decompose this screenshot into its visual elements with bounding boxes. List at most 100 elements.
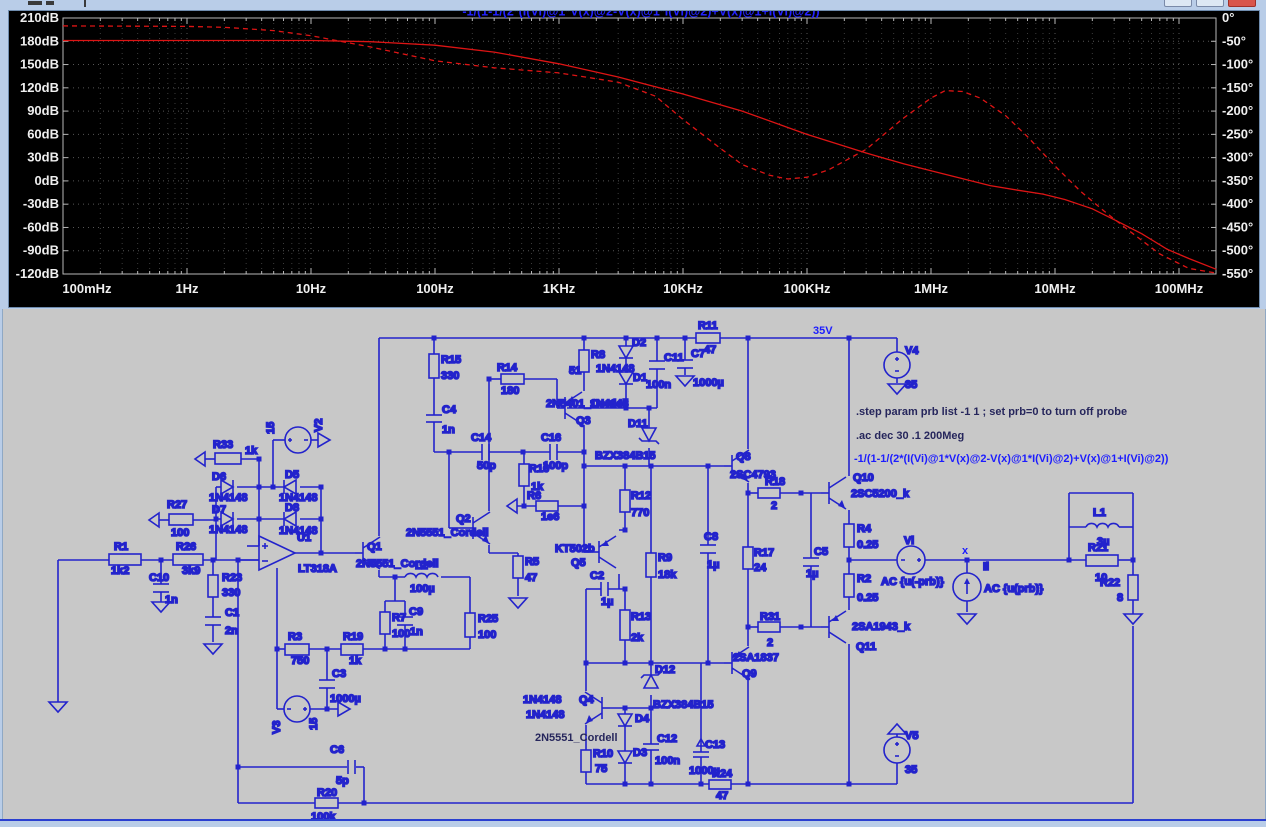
component-C4[interactable]: C4 1n	[426, 403, 458, 437]
component-Q10[interactable]: Q10 2SC5200_k	[821, 471, 911, 510]
probe-expression[interactable]: -1/(1-1/(2*(I(Vi)@1*V(x)@2-V(x)@1*I(Vi)@…	[854, 453, 1169, 465]
component-Vi-value: AC {u(-prb)}	[881, 576, 945, 588]
waveform-pane[interactable]: 210dB 180dB 150dB 120dB 90dB 60dB 30dB 0dB -30dB…	[8, 5, 1260, 308]
component-D6[interactable]: D6 1N4148	[208, 470, 248, 505]
component-R14[interactable]: R14 180	[496, 361, 525, 398]
component-C11[interactable]: C11 100n	[645, 351, 684, 392]
component-V5[interactable]: V5 35	[883, 729, 919, 777]
component-C1[interactable]: C1 2n	[205, 606, 240, 638]
component-C2[interactable]: C2 1µ	[589, 569, 614, 609]
component-Q4[interactable]: Q4	[578, 691, 610, 725]
component-C5[interactable]: C5 1µ	[803, 545, 829, 581]
component-R13[interactable]: R13 2k	[619, 609, 652, 645]
component-Q11[interactable]: Q11 2SA1943_k	[821, 610, 912, 654]
maximize-button[interactable]	[1196, 0, 1224, 7]
component-D4[interactable]: D4 1N4148	[522, 693, 651, 728]
component-R15-name: R15	[441, 354, 461, 366]
minimize-button[interactable]	[1164, 0, 1192, 7]
component-R6-name: R6	[527, 490, 541, 502]
component-C12[interactable]: C12 100n	[643, 732, 681, 768]
window-titlebar[interactable]	[0, 0, 1266, 10]
y-right-tick: -100°	[1222, 57, 1253, 72]
component-C14-name: C14	[471, 432, 492, 444]
component-C9[interactable]: C9 1n	[397, 605, 424, 639]
component-C8[interactable]: C8 1µ	[700, 530, 720, 572]
component-D8[interactable]: D8 1N4148	[278, 501, 318, 538]
component-D3[interactable]: D3 1N4148	[525, 708, 648, 765]
component-D1-value: 1N4148	[590, 398, 629, 410]
component-C16[interactable]: C16 100p	[540, 431, 569, 473]
net-label-35v[interactable]: 35V	[813, 325, 833, 337]
spice-directive-ac[interactable]: .ac dec 30 .1 200Meg	[856, 430, 964, 442]
component-D11[interactable]: D11 BZX384B15	[594, 417, 660, 463]
y-right-tick: -500°	[1222, 243, 1253, 258]
net-label-x[interactable]: x	[962, 545, 969, 557]
component-R21[interactable]: R21 10	[1085, 541, 1119, 585]
y-left-tick: 60dB	[27, 126, 59, 141]
component-Vi[interactable]: Vi AC {u(-prb)}	[880, 534, 945, 589]
component-V2[interactable]: V2 15	[264, 418, 326, 454]
component-Ii[interactable]: Ii AC {u(prb)}	[952, 560, 1045, 602]
close-button[interactable]	[1228, 0, 1256, 7]
component-R4[interactable]: R4 0.25	[843, 522, 879, 552]
y-left-tick: 30dB	[27, 150, 59, 165]
component-Q9[interactable]: Q9 2SA1837	[724, 646, 780, 681]
component-C3[interactable]: C3 1000µ	[319, 667, 362, 706]
component-R20[interactable]: R20 100k	[310, 786, 339, 824]
component-Q5[interactable]: Q5 KT502b	[554, 535, 617, 570]
component-R1[interactable]: R1 1k2	[108, 540, 142, 578]
component-V2-value: 15	[265, 422, 277, 434]
pane-divider	[0, 819, 1266, 827]
component-L1[interactable]: L1 3µ	[1085, 506, 1120, 549]
component-R19[interactable]: R19 1k	[340, 630, 364, 668]
component-D12[interactable]: D12 BZX384B15	[640, 663, 714, 712]
component-Q3[interactable]: Q3 2N5401_Cordell	[545, 391, 629, 428]
component-R27[interactable]: R27 100	[166, 498, 194, 540]
component-Q2[interactable]: Q2 2N5551_Cordell	[405, 511, 491, 545]
component-R18[interactable]: R18 2	[757, 475, 786, 513]
component-Q10-name: Q10	[853, 472, 874, 484]
component-R3[interactable]: R3 750	[284, 630, 310, 668]
component-C13[interactable]: C13 1000µ	[688, 737, 726, 778]
component-C6[interactable]: C6 5p	[329, 743, 356, 788]
component-R31[interactable]: R31 2	[757, 610, 781, 650]
component-R26[interactable]: R26 3k9	[172, 540, 204, 578]
spice-directive-step[interactable]: .step param prb list -1 1 ; set prb=0 to…	[856, 406, 1127, 418]
schematic-pane[interactable]: R1 1k2 C10 1n R26 3k9 R23 330 C1 2n R27 100 R33 1k D6 1…	[2, 309, 1266, 824]
component-R16-value: 1k	[531, 481, 544, 493]
component-D5[interactable]: D5 1N4148	[278, 468, 318, 505]
component-R8[interactable]: R8 51	[568, 348, 606, 378]
component-C7[interactable]: C7 1000µ	[677, 347, 725, 390]
component-C14[interactable]: C14 50p	[470, 431, 497, 473]
component-D7[interactable]: D7 1N4148	[208, 503, 248, 537]
component-L2[interactable]: L2 100µ	[404, 559, 439, 596]
bode-plot[interactable]: 210dB 180dB 150dB 120dB 90dB 60dB 30dB 0dB -30dB…	[9, 5, 1259, 307]
component-R11[interactable]: R11 47	[695, 319, 721, 357]
component-R1-value: 1k2	[111, 565, 129, 577]
component-R2[interactable]: R2 0.25	[843, 572, 879, 605]
plot-trace-title[interactable]: -1/(1-1/(2*(I(Vi)@1*V(x)@2-V(x)@1*I(Vi)@…	[462, 5, 819, 19]
x-freq-tick: 100Hz	[416, 281, 454, 296]
component-R16[interactable]: R16 1k	[518, 462, 550, 494]
component-R24[interactable]: R24 47	[708, 767, 734, 803]
component-R33[interactable]: R33 1k	[212, 438, 259, 465]
component-V4[interactable]: V4 35	[883, 344, 920, 392]
component-Q1[interactable]: Q1 2N5551_Cordell	[355, 536, 439, 571]
component-V3[interactable]: V3 15	[270, 695, 321, 735]
component-Q8[interactable]: Q8 2SC4793	[724, 449, 777, 483]
component-D1[interactable]: D1 1N4148	[589, 371, 648, 411]
component-U1[interactable]: U1 LT318A	[258, 531, 338, 576]
